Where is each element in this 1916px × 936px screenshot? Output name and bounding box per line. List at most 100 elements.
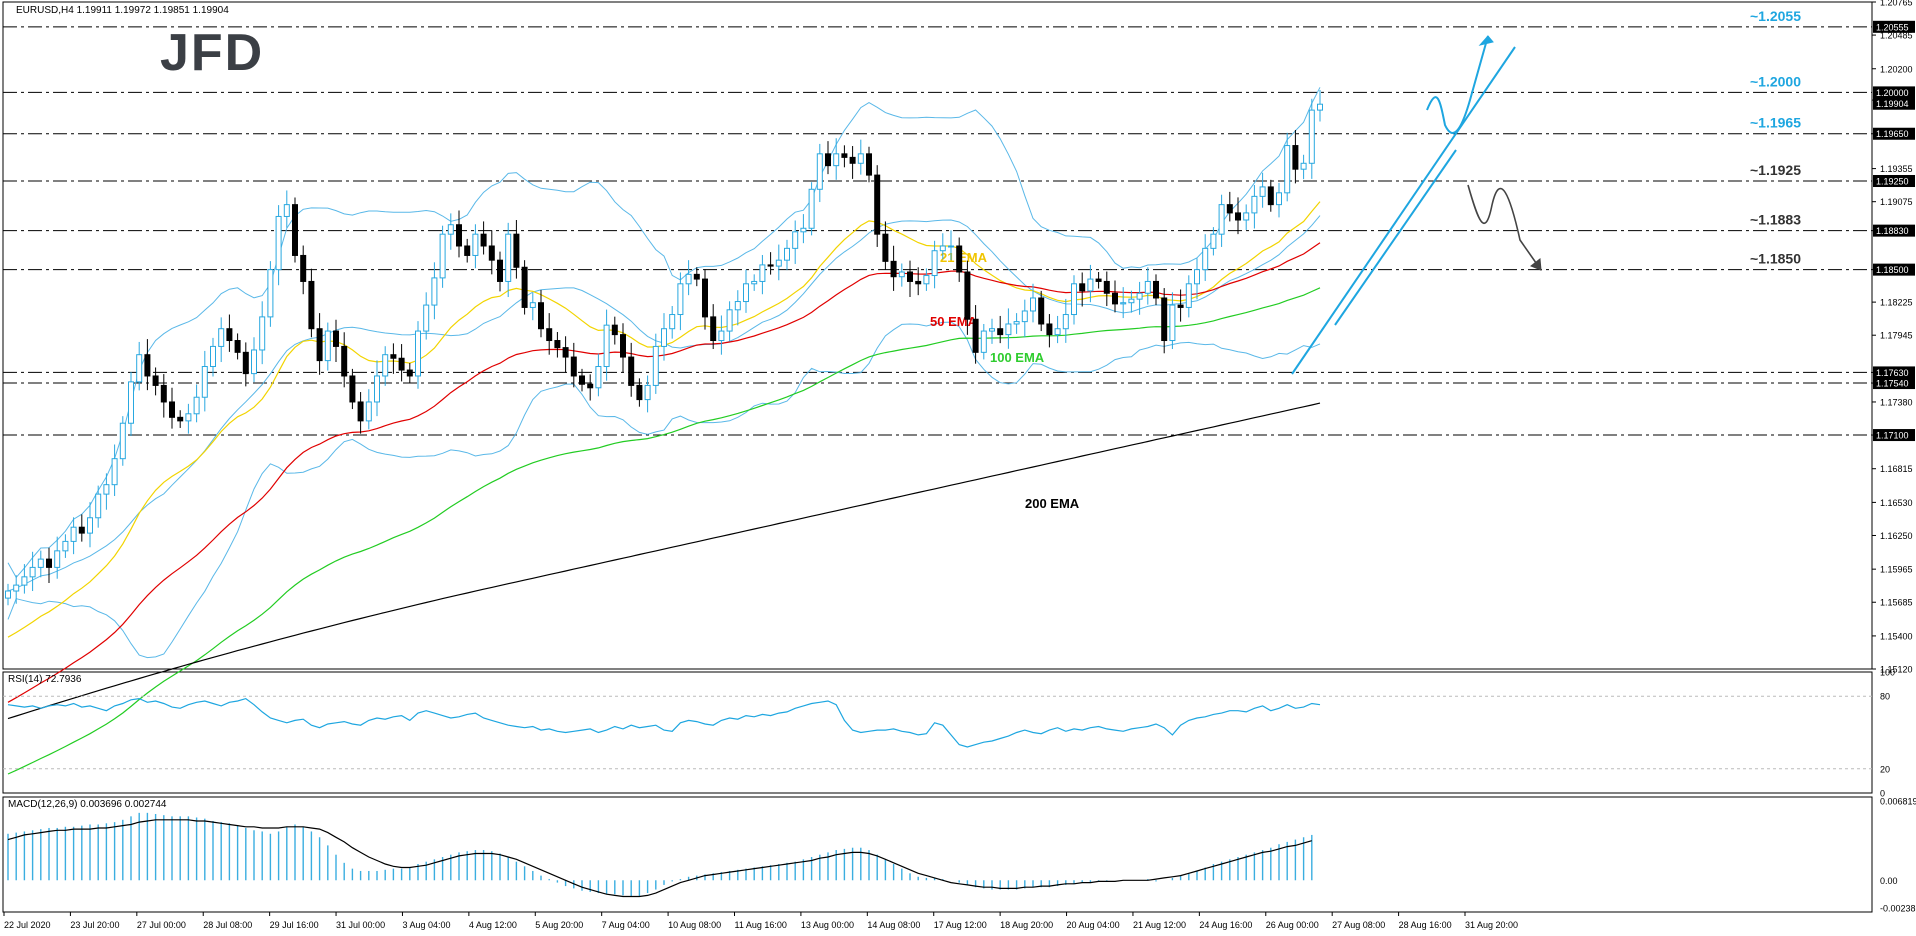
candle-bull bbox=[1144, 280, 1151, 294]
time-tick-label: 14 Aug 08:00 bbox=[867, 920, 920, 930]
candle bbox=[923, 268, 930, 291]
candle bbox=[480, 221, 487, 255]
candle-bull bbox=[1136, 292, 1143, 300]
candle-bear bbox=[390, 354, 397, 359]
candle-bull bbox=[259, 316, 266, 351]
candle-bear bbox=[497, 259, 503, 282]
time-tick-label: 18 Aug 20:00 bbox=[1000, 920, 1053, 930]
candle-bear bbox=[456, 224, 462, 247]
price-tag-box bbox=[1873, 366, 1915, 379]
price-tick-label: 1.18225 bbox=[1880, 298, 1913, 308]
candle bbox=[743, 269, 749, 313]
candle bbox=[767, 252, 774, 275]
price-tag: 1.17100 bbox=[1873, 429, 1915, 442]
candle bbox=[1128, 290, 1135, 313]
candle bbox=[890, 245, 897, 291]
candle-bull bbox=[111, 458, 118, 486]
candle bbox=[833, 138, 840, 180]
time-tick-label: 7 Aug 04:00 bbox=[602, 920, 650, 930]
candle bbox=[226, 314, 233, 352]
candle bbox=[587, 374, 594, 401]
candle-bull bbox=[62, 540, 69, 552]
candle bbox=[46, 547, 52, 583]
candle-bear bbox=[562, 347, 569, 358]
candle bbox=[1243, 204, 1250, 230]
macd-tick-label: 0.00 bbox=[1880, 876, 1898, 886]
price-tag: 1.18500 bbox=[1873, 263, 1915, 276]
candle bbox=[357, 392, 364, 434]
candle bbox=[939, 233, 946, 260]
candle-bear bbox=[849, 156, 856, 164]
price-tag-box bbox=[1873, 224, 1915, 237]
candle bbox=[866, 146, 872, 183]
candle-bear bbox=[1079, 283, 1086, 292]
candle-bear bbox=[464, 245, 471, 256]
price-tag-box bbox=[1873, 86, 1915, 99]
candle bbox=[300, 245, 307, 295]
candle-bear bbox=[308, 280, 315, 330]
rsi-tick-label: 0 bbox=[1880, 789, 1885, 799]
candle-bear bbox=[825, 153, 831, 167]
candle-bear bbox=[1112, 292, 1118, 305]
symbol-header: EURUSD,H4 1.19911 1.19972 1.19851 1.1990… bbox=[16, 5, 229, 16]
candle-bull bbox=[136, 354, 143, 383]
candle bbox=[1259, 172, 1266, 208]
candle bbox=[759, 254, 766, 295]
price-tick-label: 1.15120 bbox=[1880, 665, 1913, 675]
candle-bull bbox=[193, 396, 200, 415]
price-tick-label: 1.17945 bbox=[1880, 331, 1913, 341]
price-tick-label: 1.16250 bbox=[1880, 531, 1913, 541]
candle-bear bbox=[1267, 186, 1274, 206]
candle-bear bbox=[513, 233, 520, 268]
candle-bull bbox=[1021, 310, 1028, 323]
price-tag-box bbox=[1873, 97, 1915, 110]
candle-bull bbox=[759, 264, 766, 282]
candle bbox=[54, 536, 61, 579]
candle-bull bbox=[718, 330, 725, 342]
time-tick-label: 11 Aug 16:00 bbox=[735, 920, 787, 930]
candle-bear bbox=[841, 153, 848, 158]
level-label: ~1.1925 bbox=[1750, 162, 1801, 178]
candle-bull bbox=[1062, 314, 1069, 330]
time-tick-label: 10 Aug 08:00 bbox=[668, 920, 721, 930]
candle bbox=[1005, 308, 1012, 349]
candle bbox=[1284, 132, 1291, 202]
candle-bear bbox=[1292, 145, 1299, 170]
candle-bull bbox=[128, 381, 134, 424]
candle-bull bbox=[1284, 145, 1291, 194]
candle-bull bbox=[923, 275, 930, 285]
price-tag: 1.20000 bbox=[1873, 86, 1915, 99]
uptrend-line bbox=[1291, 46, 1516, 375]
candle bbox=[521, 260, 528, 315]
candle bbox=[472, 224, 479, 269]
candle bbox=[160, 374, 167, 418]
candle bbox=[177, 410, 184, 428]
candle bbox=[1300, 154, 1307, 180]
candle-bear bbox=[628, 356, 635, 386]
price-tick-label: 1.20765 bbox=[1880, 0, 1913, 8]
candle bbox=[1071, 275, 1077, 325]
price-tick-label: 1.19075 bbox=[1880, 197, 1913, 207]
candle bbox=[439, 225, 446, 288]
price-tick-label: 1.20485 bbox=[1880, 31, 1913, 41]
candle-bull bbox=[833, 153, 840, 167]
candle bbox=[283, 190, 290, 228]
candle-bull bbox=[898, 271, 905, 278]
candle-bear bbox=[907, 271, 913, 282]
time-tick-label: 3 Aug 04:00 bbox=[402, 920, 450, 930]
candle-bull bbox=[775, 259, 782, 267]
candle bbox=[1177, 289, 1184, 322]
candle-bull bbox=[784, 247, 790, 261]
candle-bull bbox=[603, 324, 610, 368]
level-label: ~1.2055 bbox=[1750, 8, 1801, 24]
price-tag: 1.19650 bbox=[1873, 127, 1915, 140]
price-tick-label: 1.17380 bbox=[1880, 397, 1913, 407]
candle-bear bbox=[406, 369, 413, 377]
candle bbox=[29, 551, 36, 592]
price-tag: 1.17540 bbox=[1873, 377, 1915, 390]
candle bbox=[349, 368, 356, 410]
candle-bull bbox=[103, 484, 110, 495]
candle-bull bbox=[948, 245, 954, 248]
candle-bear bbox=[226, 328, 233, 342]
candle bbox=[1317, 90, 1323, 122]
